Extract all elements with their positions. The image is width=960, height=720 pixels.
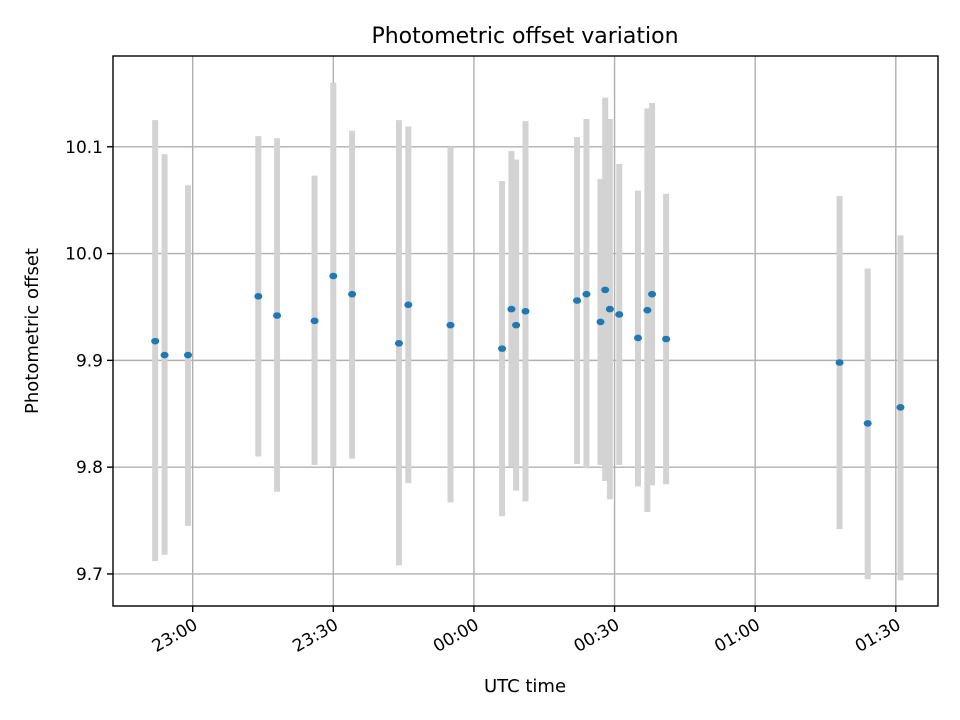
y-tick-label: 10.1 [65, 138, 103, 158]
data-point [615, 311, 624, 318]
data-point [643, 306, 652, 314]
data-point [521, 307, 530, 315]
data-point [394, 339, 403, 347]
data-point [254, 292, 263, 300]
data-points [151, 272, 905, 427]
chart-title: Photometric offset variation [371, 24, 678, 49]
data-point [184, 351, 192, 359]
y-tick-label: 9.7 [76, 565, 103, 585]
data-point [404, 301, 413, 309]
data-point [601, 286, 610, 294]
data-point [329, 272, 338, 280]
data-point [896, 404, 905, 411]
data-point [573, 297, 582, 304]
data-point [507, 305, 516, 313]
y-tick-label: 9.8 [76, 458, 103, 478]
y-tick-label: 10.0 [65, 245, 103, 265]
data-point [310, 317, 319, 325]
data-point [446, 321, 455, 329]
data-point [596, 318, 605, 326]
data-point [605, 305, 614, 313]
data-point [648, 290, 657, 298]
data-point [634, 334, 642, 342]
data-point [863, 420, 872, 427]
data-point [348, 290, 357, 298]
data-point [498, 345, 507, 352]
data-point [512, 321, 521, 329]
x-axis-label: UTC time [484, 676, 566, 697]
plot-frame [112, 55, 939, 607]
data-point [662, 335, 671, 343]
y-axis-label: Photometric offset [22, 248, 43, 414]
data-point [160, 351, 169, 359]
data-point [151, 337, 160, 345]
data-point [273, 312, 282, 319]
data-point [835, 359, 844, 366]
y-tick-label: 9.9 [76, 351, 103, 371]
data-point [582, 290, 591, 298]
